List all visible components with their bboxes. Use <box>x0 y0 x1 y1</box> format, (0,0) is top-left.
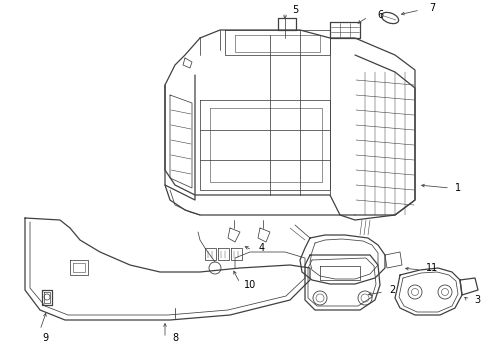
Text: 5: 5 <box>292 5 298 15</box>
Text: 9: 9 <box>42 333 48 343</box>
Text: 8: 8 <box>172 333 178 343</box>
Text: 4: 4 <box>259 243 265 253</box>
Text: 11: 11 <box>426 263 438 273</box>
Text: 2: 2 <box>389 285 395 295</box>
Text: 7: 7 <box>429 3 435 13</box>
Text: 10: 10 <box>244 280 256 290</box>
Text: 3: 3 <box>474 295 480 305</box>
Text: 1: 1 <box>455 183 461 193</box>
Text: 6: 6 <box>377 10 383 20</box>
